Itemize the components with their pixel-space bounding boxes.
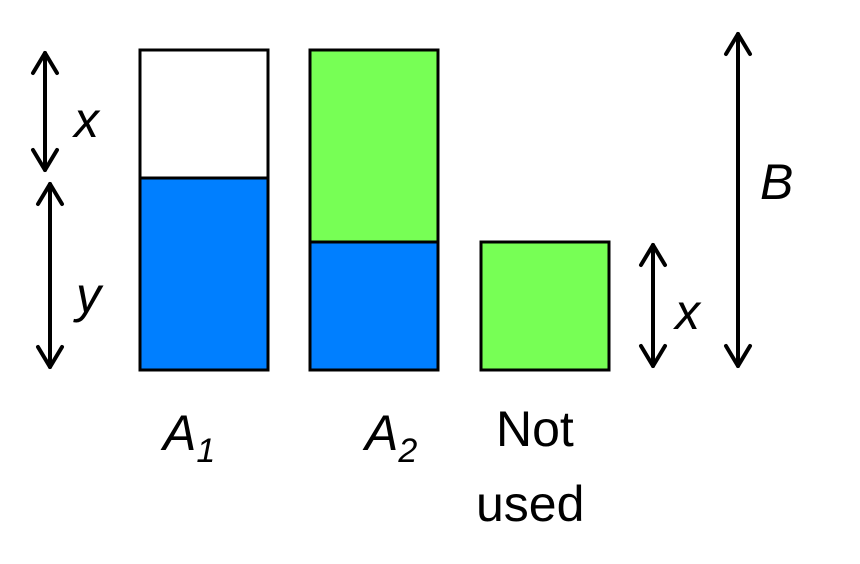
not-used-block [479,240,611,372]
not-used-green-segment [479,240,611,372]
a1-label: A1 [160,405,215,470]
bar-a1-used-segment [138,176,270,372]
y-left-arrow-head-bottom [36,345,64,369]
not-used-label-line-1: Not [496,401,574,457]
a1-label-subscript: 1 [196,432,215,470]
x-right-arrow-head-top [639,243,667,267]
a2-label: A2 [362,405,417,470]
left-measure-arrows [31,51,64,369]
a2-label-base: A [362,405,398,461]
a1-label-base: A [160,405,196,461]
x-right-label: x [673,284,702,340]
not-used-label-line-2: used [476,476,584,532]
bar-a1 [138,48,270,372]
b-arrow-head-bottom [724,344,752,368]
b-right-label: B [760,154,793,210]
bar-a1-unused-segment [138,48,270,180]
a2-label-subscript: 2 [397,432,417,470]
y-left-arrow-head-top [36,182,64,206]
y-left-label: y [73,267,104,323]
right-measure-arrows [639,32,752,368]
x-left-arrow-head-top [31,51,59,75]
bar-a2-blue-segment [308,240,440,372]
x-left-label: x [72,92,101,148]
x-left-arrow-head-bottom [31,148,59,172]
bar-a2-green-segment [308,48,440,244]
b-arrow-head-top [724,32,752,56]
bar-a2 [308,48,440,372]
x-right-arrow-head-bottom [639,344,667,368]
